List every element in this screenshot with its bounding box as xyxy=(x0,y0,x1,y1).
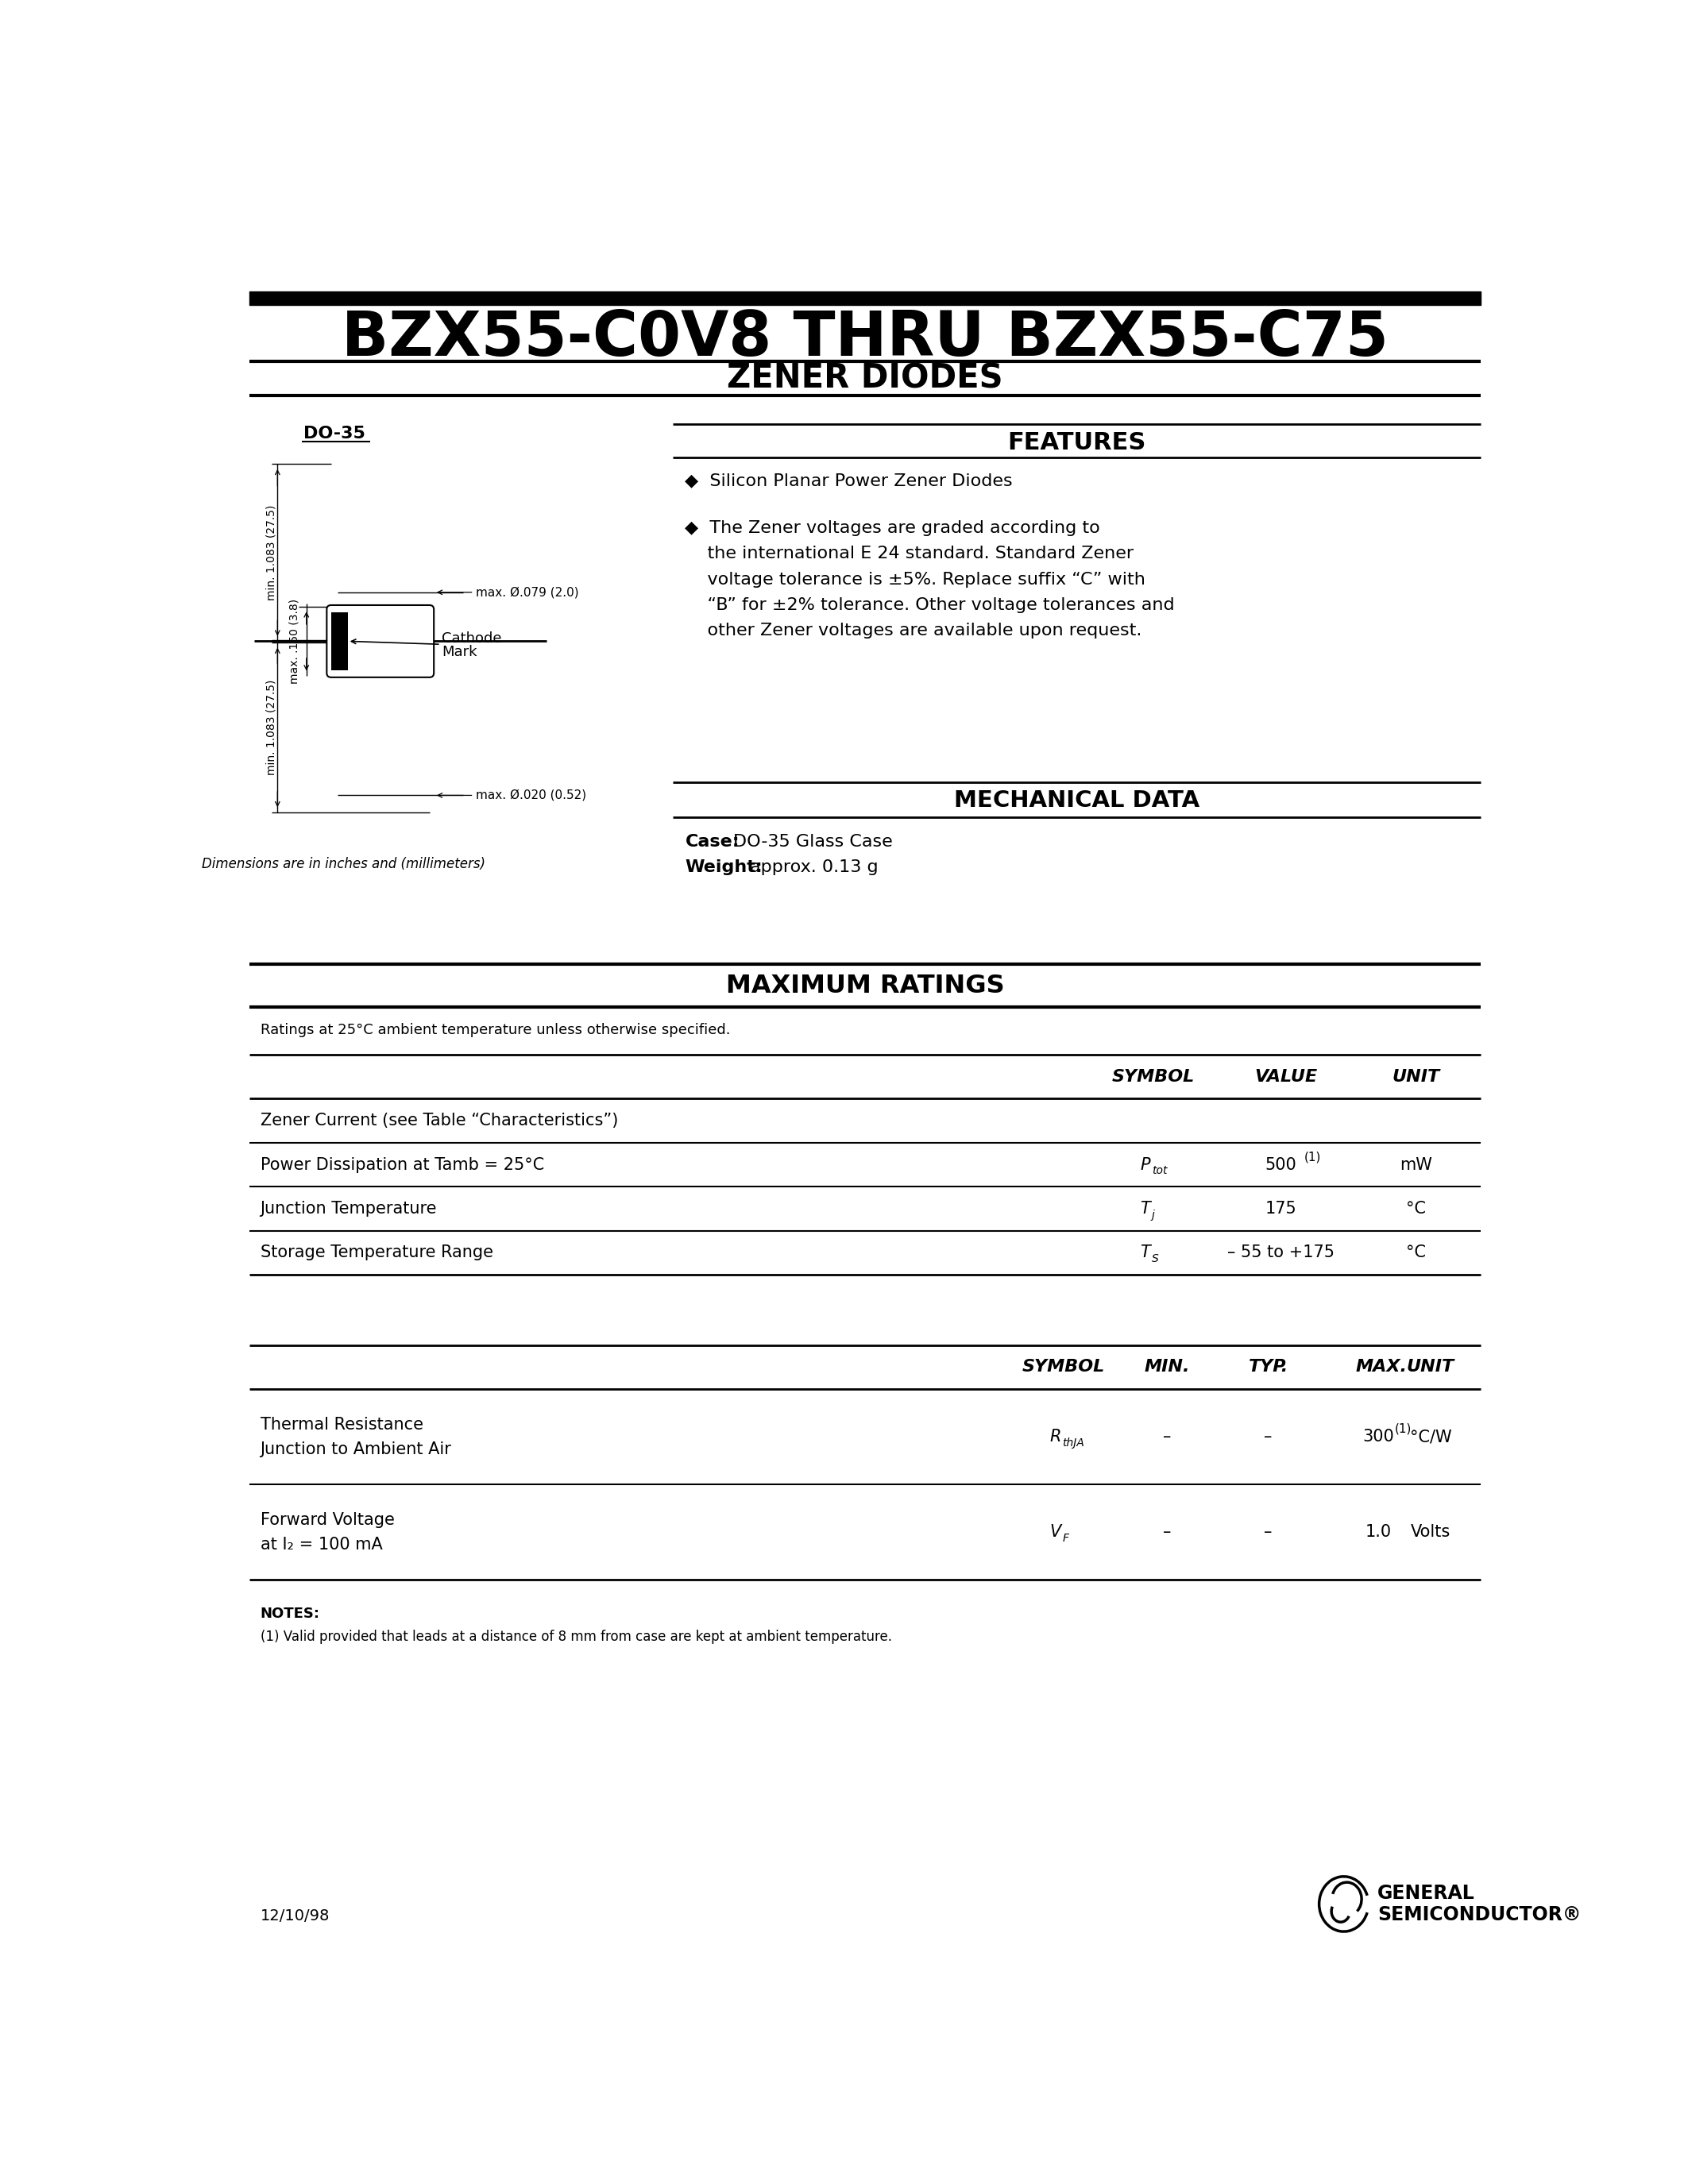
Text: (1): (1) xyxy=(1305,1151,1322,1162)
Text: approx. 0.13 g: approx. 0.13 g xyxy=(749,860,878,876)
Text: BZX55-C0V8 THRU BZX55-C75: BZX55-C0V8 THRU BZX55-C75 xyxy=(341,308,1389,369)
Text: Junction to Ambient Air: Junction to Ambient Air xyxy=(260,1441,452,1457)
Text: Weight:: Weight: xyxy=(685,860,763,876)
Text: NOTES:: NOTES: xyxy=(260,1607,319,1621)
Text: T: T xyxy=(1141,1201,1151,1216)
Text: Junction Temperature: Junction Temperature xyxy=(260,1201,437,1216)
Text: max. Ø.079 (2.0): max. Ø.079 (2.0) xyxy=(476,585,579,598)
Text: – 55 to +175: – 55 to +175 xyxy=(1227,1245,1335,1260)
Text: voltage tolerance is ±5%. Replace suffix “C” with: voltage tolerance is ±5%. Replace suffix… xyxy=(685,572,1146,587)
Text: S: S xyxy=(1151,1254,1158,1265)
Text: thJA: thJA xyxy=(1062,1437,1085,1448)
Text: –: – xyxy=(1264,1428,1273,1446)
Text: Zener Current (see Table “Characteristics”): Zener Current (see Table “Characteristic… xyxy=(260,1112,618,1129)
Text: Mark: Mark xyxy=(442,644,478,660)
Text: P: P xyxy=(1141,1158,1151,1173)
Text: 300: 300 xyxy=(1362,1428,1394,1446)
Text: tot: tot xyxy=(1151,1166,1166,1177)
FancyBboxPatch shape xyxy=(327,605,434,677)
Text: UNIT: UNIT xyxy=(1393,1068,1440,1085)
Text: V: V xyxy=(1050,1524,1062,1540)
Text: °C/W: °C/W xyxy=(1409,1428,1452,1446)
Text: 175: 175 xyxy=(1266,1201,1296,1216)
Text: –: – xyxy=(1264,1524,1273,1540)
Text: min. 1.083 (27.5): min. 1.083 (27.5) xyxy=(265,679,277,775)
Text: UNIT: UNIT xyxy=(1406,1358,1455,1376)
Text: MIN.: MIN. xyxy=(1144,1358,1190,1376)
Text: “B” for ±2% tolerance. Other voltage tolerances and: “B” for ±2% tolerance. Other voltage tol… xyxy=(685,596,1175,614)
Text: MAXIMUM RATINGS: MAXIMUM RATINGS xyxy=(726,974,1004,998)
Text: MECHANICAL DATA: MECHANICAL DATA xyxy=(954,788,1200,810)
Text: Thermal Resistance: Thermal Resistance xyxy=(260,1417,424,1433)
Text: DO-35 Glass Case: DO-35 Glass Case xyxy=(733,834,893,850)
Text: –: – xyxy=(1163,1524,1171,1540)
Text: FEATURES: FEATURES xyxy=(1008,430,1146,454)
Text: F: F xyxy=(1062,1533,1069,1544)
Text: Power Dissipation at Tamb = 25°C: Power Dissipation at Tamb = 25°C xyxy=(260,1158,544,1173)
Text: max. Ø.020 (0.52): max. Ø.020 (0.52) xyxy=(476,788,586,802)
Text: Ratings at 25°C ambient temperature unless otherwise specified.: Ratings at 25°C ambient temperature unle… xyxy=(260,1022,731,1037)
Text: SYMBOL: SYMBOL xyxy=(1023,1358,1106,1376)
Text: DO-35: DO-35 xyxy=(304,426,365,441)
Text: 12/10/98: 12/10/98 xyxy=(260,1909,329,1924)
Bar xyxy=(331,612,348,670)
Text: TYP.: TYP. xyxy=(1249,1358,1288,1376)
Text: Forward Voltage: Forward Voltage xyxy=(260,1511,395,1529)
Text: T: T xyxy=(1141,1245,1151,1260)
Text: Case:: Case: xyxy=(685,834,739,850)
Text: Cathode: Cathode xyxy=(442,631,501,646)
Text: ◆  Silicon Planar Power Zener Diodes: ◆ Silicon Planar Power Zener Diodes xyxy=(685,474,1013,489)
Text: SEMICONDUCTOR®: SEMICONDUCTOR® xyxy=(1377,1904,1582,1924)
Text: –: – xyxy=(1163,1428,1171,1446)
Text: °C: °C xyxy=(1406,1201,1426,1216)
Text: j: j xyxy=(1151,1210,1155,1221)
Text: VALUE: VALUE xyxy=(1254,1068,1317,1085)
Text: Dimensions are in inches and (millimeters): Dimensions are in inches and (millimeter… xyxy=(201,858,484,871)
Text: R: R xyxy=(1050,1428,1062,1446)
Text: mW: mW xyxy=(1399,1158,1431,1173)
Text: (1) Valid provided that leads at a distance of 8 mm from case are kept at ambien: (1) Valid provided that leads at a dista… xyxy=(260,1629,891,1645)
Text: MAX.: MAX. xyxy=(1355,1358,1408,1376)
Text: GENERAL: GENERAL xyxy=(1377,1883,1475,1902)
Text: 1.0: 1.0 xyxy=(1366,1524,1391,1540)
Text: 500: 500 xyxy=(1266,1158,1296,1173)
Text: Storage Temperature Range: Storage Temperature Range xyxy=(260,1245,493,1260)
Text: the international E 24 standard. Standard Zener: the international E 24 standard. Standar… xyxy=(685,546,1134,561)
Text: other Zener voltages are available upon request.: other Zener voltages are available upon … xyxy=(685,622,1143,638)
Text: ZENER DIODES: ZENER DIODES xyxy=(728,363,1003,395)
Text: (1): (1) xyxy=(1394,1424,1411,1435)
Text: min. 1.083 (27.5): min. 1.083 (27.5) xyxy=(265,505,277,601)
Text: °C: °C xyxy=(1406,1245,1426,1260)
Text: ◆  The Zener voltages are graded according to: ◆ The Zener voltages are graded accordin… xyxy=(685,520,1101,535)
Text: Volts: Volts xyxy=(1411,1524,1450,1540)
Text: SYMBOL: SYMBOL xyxy=(1111,1068,1195,1085)
Text: at I₂ = 100 mA: at I₂ = 100 mA xyxy=(260,1538,383,1553)
Text: max. .150 (3.8): max. .150 (3.8) xyxy=(289,598,300,684)
